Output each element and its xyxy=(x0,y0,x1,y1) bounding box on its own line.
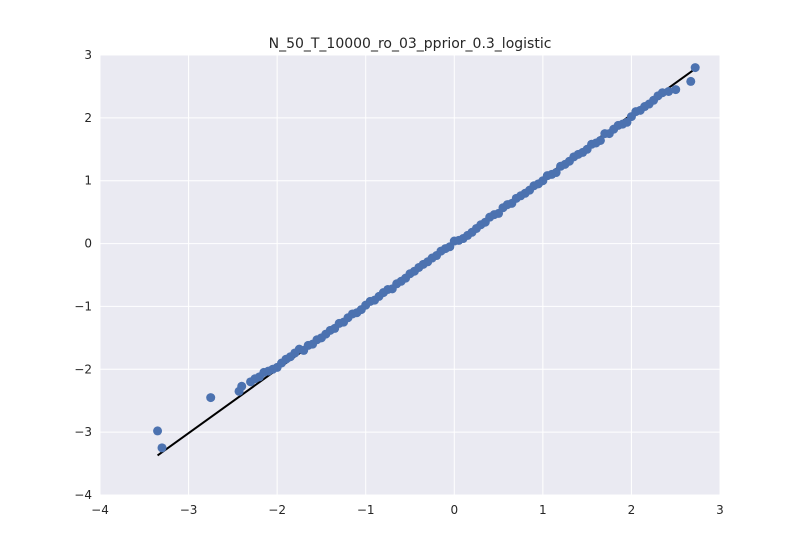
y-tick-label: −2 xyxy=(74,362,92,376)
y-tick-label: 0 xyxy=(84,237,92,251)
y-tick-label: 1 xyxy=(84,174,92,188)
y-tick-label: 3 xyxy=(84,48,92,62)
y-axis-tick-labels: −4 −3 −2 −1 0 1 2 3 xyxy=(74,48,92,502)
x-axis-tick-labels: −4 −3 −2 −1 0 1 2 3 xyxy=(91,503,724,517)
x-tick-label: −4 xyxy=(91,503,109,517)
data-point xyxy=(206,393,216,403)
x-tick-label: 0 xyxy=(450,503,458,517)
grid-lines xyxy=(99,54,721,496)
y-tick-label: 2 xyxy=(84,111,92,125)
x-tick-label: −3 xyxy=(180,503,198,517)
data-point xyxy=(686,76,696,86)
chart-title: N_50_T_10000_ro_03_pprior_0.3_logistic xyxy=(269,36,552,52)
x-tick-label: −2 xyxy=(268,503,286,517)
y-tick-label: −4 xyxy=(74,488,92,502)
data-point xyxy=(671,85,681,95)
data-point xyxy=(237,381,247,391)
y-tick-label: −3 xyxy=(74,425,92,439)
data-points xyxy=(153,63,700,453)
x-tick-label: −1 xyxy=(357,503,375,517)
data-point xyxy=(690,63,700,73)
y-tick-label: −1 xyxy=(74,299,92,313)
data-point xyxy=(157,443,167,453)
x-tick-label: 1 xyxy=(539,503,547,517)
data-point xyxy=(664,86,674,96)
data-point xyxy=(551,168,561,178)
data-point xyxy=(595,135,605,145)
data-point xyxy=(153,426,163,436)
x-tick-label: 3 xyxy=(716,503,724,517)
x-tick-label: 2 xyxy=(628,503,636,517)
